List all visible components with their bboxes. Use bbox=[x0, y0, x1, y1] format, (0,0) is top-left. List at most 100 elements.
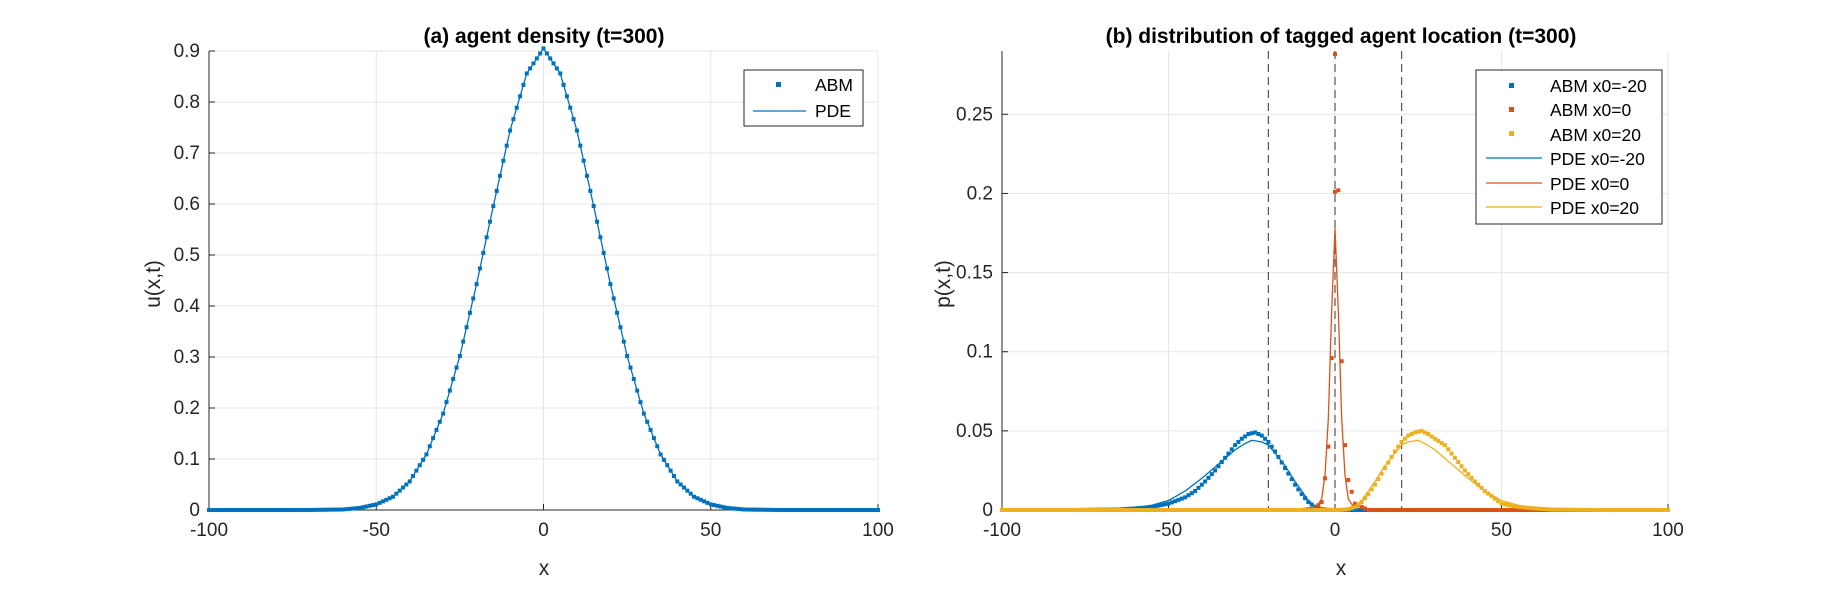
series-marker-abm-x0-20 bbox=[1089, 508, 1094, 512]
series-marker-abm bbox=[869, 508, 874, 512]
series-marker-abm-x0-0 bbox=[1449, 508, 1454, 512]
series-marker-abm bbox=[865, 508, 870, 512]
x-tick-label: -50 bbox=[363, 520, 390, 541]
series-marker-abm bbox=[210, 508, 215, 512]
series-marker-abm-x0-20 bbox=[1446, 447, 1451, 452]
series-marker-abm-x0-20 bbox=[1243, 508, 1248, 512]
panel-a-legend-box bbox=[743, 69, 864, 127]
series-marker-abm-x0-20 bbox=[1063, 508, 1068, 512]
series-marker-abm-x0-0 bbox=[1352, 501, 1357, 506]
series-marker-abm bbox=[347, 506, 352, 511]
series-marker-abm-x0-20 bbox=[1526, 505, 1531, 510]
series-marker-abm bbox=[715, 503, 720, 508]
series-marker-abm-x0-20 bbox=[1616, 508, 1621, 512]
series-marker-abm bbox=[665, 463, 670, 468]
series-marker-abm bbox=[765, 507, 770, 512]
series-marker-abm-x0-20 bbox=[1183, 508, 1188, 512]
series-marker-abm bbox=[872, 508, 877, 512]
series-marker-abm bbox=[718, 504, 723, 509]
series-marker-abm bbox=[233, 508, 238, 512]
series-marker-abm-x0-20 bbox=[1243, 434, 1248, 439]
y-tick-label: 0.05 bbox=[956, 421, 993, 442]
series-marker-abm-x0-0 bbox=[1386, 508, 1391, 512]
series-marker-abm bbox=[293, 507, 298, 512]
series-marker-abm bbox=[504, 143, 509, 148]
series-marker-abm bbox=[645, 419, 650, 424]
series-marker-abm-x0-20 bbox=[1389, 454, 1394, 459]
series-marker-abm bbox=[658, 452, 663, 457]
series-marker-abm bbox=[330, 507, 335, 512]
series-marker-abm bbox=[387, 496, 392, 501]
series-marker-abm-x0-20 bbox=[1153, 504, 1158, 509]
series-marker-abm bbox=[487, 219, 492, 224]
x-tick-label: 50 bbox=[1491, 520, 1512, 541]
y-tick-label: 0.8 bbox=[174, 92, 200, 113]
series-marker-abm-x0-20 bbox=[1539, 506, 1544, 511]
series-marker-abm bbox=[253, 508, 258, 512]
series-marker-abm-x0-0 bbox=[1396, 508, 1401, 512]
x-tick-label: 0 bbox=[1330, 520, 1341, 541]
series-marker-abm bbox=[762, 507, 767, 512]
series-marker-abm-x0-20 bbox=[1153, 508, 1158, 512]
y-tick-label: 0.4 bbox=[174, 296, 201, 317]
series-marker-abm bbox=[859, 508, 864, 512]
series-marker-abm bbox=[354, 506, 359, 511]
series-marker-abm-x0-20 bbox=[1263, 436, 1268, 441]
series-marker-abm-x0-20 bbox=[1196, 485, 1201, 490]
series-marker-abm-x0-20 bbox=[1356, 502, 1361, 507]
series-marker-abm-x0-20 bbox=[1113, 508, 1118, 512]
series-marker-abm-x0-20 bbox=[1286, 508, 1291, 512]
series-marker-abm-x0-20 bbox=[1506, 502, 1511, 507]
series-marker-abm-x0-0 bbox=[1323, 476, 1328, 481]
series-marker-abm-x0-20 bbox=[1136, 508, 1141, 512]
x-tick-label: -100 bbox=[190, 520, 228, 541]
series-marker-abm bbox=[795, 507, 800, 512]
series-marker-abm bbox=[427, 444, 432, 449]
series-marker-abm-x0-0 bbox=[1472, 508, 1477, 512]
series-marker-abm-x0-0 bbox=[1429, 508, 1434, 512]
series-marker-abm bbox=[267, 508, 272, 512]
series-marker-abm bbox=[728, 506, 733, 511]
series-marker-abm-x0-20 bbox=[1502, 502, 1507, 507]
series-marker-abm-x0-0 bbox=[1509, 508, 1514, 512]
series-marker-abm-x0-20 bbox=[1266, 508, 1271, 512]
series-marker-abm-x0-20 bbox=[1659, 508, 1664, 512]
series-marker-abm-x0-20 bbox=[1276, 454, 1281, 459]
series-marker-abm bbox=[501, 158, 506, 163]
series-marker-abm-x0-20 bbox=[1213, 468, 1218, 473]
series-marker-abm bbox=[377, 500, 382, 505]
series-marker-abm bbox=[441, 411, 446, 416]
series-marker-abm-x0-20 bbox=[1492, 496, 1497, 501]
series-marker-abm-x0-20 bbox=[1509, 503, 1514, 508]
series-marker-abm-x0-0 bbox=[1452, 508, 1457, 512]
series-marker-abm-x0-20 bbox=[1306, 508, 1311, 512]
series-marker-abm-x0-0 bbox=[1329, 356, 1334, 361]
series-marker-abm-x0-20 bbox=[1166, 501, 1171, 506]
panel-a-xlabel: x bbox=[539, 557, 550, 580]
series-marker-abm bbox=[584, 173, 589, 178]
series-marker-abm-x0-0 bbox=[1333, 189, 1337, 194]
series-marker-abm bbox=[558, 71, 563, 76]
series-marker-abm-x0-0 bbox=[1406, 508, 1411, 512]
series-marker-abm-x0-20 bbox=[1352, 508, 1357, 512]
series-marker-abm bbox=[635, 388, 640, 393]
series-marker-abm-x0-20 bbox=[1233, 443, 1238, 448]
series-marker-abm bbox=[551, 61, 556, 66]
series-marker-abm-x0-20 bbox=[1412, 430, 1417, 435]
legend-marker-abm-20 bbox=[1509, 131, 1514, 136]
series-marker-abm-x0-0 bbox=[1459, 508, 1464, 512]
series-marker-abm bbox=[681, 485, 686, 490]
series-marker-abm-x0-20 bbox=[1313, 508, 1318, 512]
series-marker-abm-x0-0 bbox=[1422, 508, 1427, 512]
series-marker-abm-x0-20 bbox=[1572, 507, 1577, 512]
series-marker-abm-x0-0 bbox=[1349, 489, 1354, 494]
series-marker-abm-x0-20 bbox=[1279, 508, 1284, 512]
y-tick-label: 0 bbox=[982, 500, 993, 521]
series-marker-abm-x0-20 bbox=[1219, 459, 1224, 464]
series-marker-abm-x0-20 bbox=[1223, 455, 1228, 460]
series-marker-abm-x0-0 bbox=[1342, 443, 1347, 448]
series-marker-abm-x0-20 bbox=[1476, 482, 1481, 487]
series-marker-abm-x0-20 bbox=[1306, 500, 1311, 505]
series-marker-abm-x0-20 bbox=[1263, 508, 1268, 512]
y-tick-label: 0.2 bbox=[174, 398, 200, 419]
